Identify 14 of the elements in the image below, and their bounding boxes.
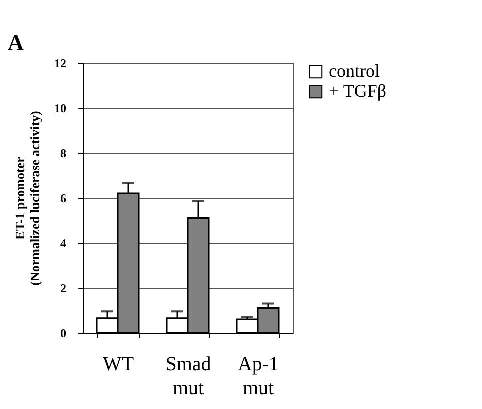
legend-label: control [329, 61, 380, 81]
y-tick-label: 8 [60, 146, 66, 160]
y-tick-label: 2 [60, 282, 66, 296]
y-tick-label: 4 [60, 236, 66, 250]
y-tick-label: 10 [54, 102, 66, 116]
x-tick-label: WT [102, 354, 134, 376]
legend-label: + TGFβ [329, 81, 386, 101]
text: A [8, 30, 24, 55]
y-axis-title: ET-1 promoter (Normalized luciferase activity) [12, 111, 42, 286]
y-tick-label: 12 [54, 56, 66, 70]
x-tick-label: Ap-1 mut [238, 354, 280, 400]
y-tick-label: 0 [60, 326, 66, 340]
x-tick-label: Smad mut [166, 354, 212, 400]
y-tick-label: 6 [60, 192, 66, 206]
